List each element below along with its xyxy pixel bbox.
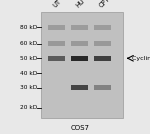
Text: 80 kD: 80 kD xyxy=(20,25,37,30)
Bar xyxy=(94,41,111,46)
Bar xyxy=(48,25,65,30)
Text: 50 kD: 50 kD xyxy=(20,56,37,61)
Text: 20 kD: 20 kD xyxy=(20,105,37,110)
Text: Cyclin B1: Cyclin B1 xyxy=(132,56,150,61)
Bar xyxy=(94,56,111,61)
Text: 30 kD: 30 kD xyxy=(20,85,37,90)
Text: COS7: COS7 xyxy=(71,125,90,131)
Text: 40 kD: 40 kD xyxy=(20,70,37,76)
Bar xyxy=(48,41,65,46)
Bar xyxy=(40,12,123,118)
Bar xyxy=(71,56,88,61)
Bar xyxy=(71,25,88,30)
Bar xyxy=(94,85,111,90)
Bar xyxy=(48,56,65,61)
Text: UT: UT xyxy=(52,0,63,9)
Text: CPT: CPT xyxy=(99,0,112,9)
Text: HU: HU xyxy=(75,0,86,9)
Text: 60 kD: 60 kD xyxy=(20,41,37,46)
Bar xyxy=(94,25,111,30)
Bar xyxy=(71,41,88,46)
Bar xyxy=(71,85,88,90)
